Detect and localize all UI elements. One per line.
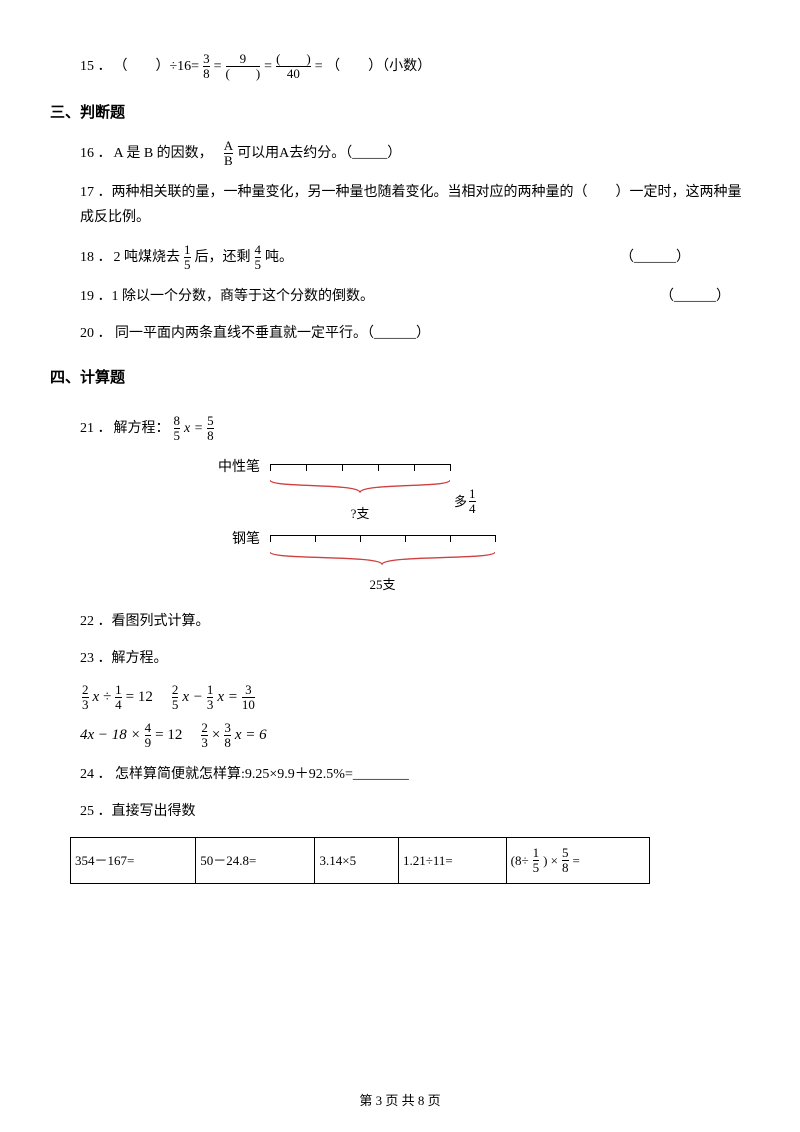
question-22: 22 ．看图列式计算。	[80, 609, 750, 634]
cell-2: 50－24.8=	[196, 837, 315, 884]
question-17: 17 ．两种相关联的量，一种量变化，另一种量也随着变化。当相对应的两种量的（ ）…	[80, 180, 750, 230]
brace-icon	[270, 480, 450, 494]
question-19: 19 ．1 除以一个分数，商等于这个分数的倒数。 （______）	[80, 284, 750, 309]
equation-block-2: 4x − 18 × 49 = 12 23 × 38 x = 6	[80, 721, 750, 751]
section-4-title: 四、计算题	[50, 365, 750, 392]
fraction: 1 4	[469, 487, 476, 517]
arithmetic-table: 354－167= 50－24.8= 3.14×5 1.21÷11= (8÷ 15…	[70, 837, 650, 885]
question-16: 16 ． A 是 B 的因数， A B 可以用A去约分。（_____）	[80, 139, 750, 169]
question-15: 15 ． （ ）÷16= 3 8 = 9 ( ) = ( ) 40 = （ ）（…	[80, 52, 750, 82]
fraction-a-b: A B	[224, 139, 233, 169]
equation-block-1: 23 x ÷ 14 = 12 25 x − 13 x = 310	[80, 683, 750, 713]
diagram-total: 25支	[270, 573, 495, 596]
cell-3: 3.14×5	[315, 837, 399, 884]
diagram-label-1: 中性笔	[200, 455, 270, 480]
cell-5: (8÷ 15 ) × 58 =	[506, 837, 649, 884]
fraction: 1 5	[184, 243, 191, 273]
question-18: 18 ． 2 吨煤烧去 1 5 后，还剩 4 5 吨。 （______）	[80, 243, 750, 273]
pen-diagram: 中性笔 ?支 多 1 4 钢笔	[200, 455, 580, 597]
fraction: ( ) 40	[276, 52, 311, 82]
q15-t2: = （ ）（小数）	[315, 54, 431, 79]
table-row: 354－167= 50－24.8= 3.14×5 1.21÷11= (8÷ 15…	[71, 837, 650, 884]
cell-4: 1.21÷11=	[399, 837, 507, 884]
fraction: 5 8	[207, 414, 214, 444]
question-23: 23 ．解方程。	[80, 646, 750, 671]
diagram-label-2: 钢笔	[200, 527, 270, 552]
diagram-more: 多	[454, 490, 467, 513]
brace-icon	[270, 552, 495, 566]
q15-t1: （ ）÷16=	[114, 54, 200, 79]
fraction: 3 8	[203, 52, 210, 82]
question-21: 21 ． 解方程： 8 5 x = 5 8	[80, 414, 750, 444]
question-24: 24 ． 怎样算简便就怎样算:9.25×9.9＋92.5%=________	[80, 762, 750, 787]
question-20: 20 ． 同一平面内两条直线不垂直就一定平行。（______）	[80, 321, 750, 346]
diagram-qty: ?支	[270, 502, 450, 525]
blank: （______）	[620, 245, 690, 270]
cell-1: 354－167=	[71, 837, 196, 884]
section-3-title: 三、判断题	[50, 100, 750, 127]
fraction: 4 5	[255, 243, 262, 273]
fraction: 9 ( )	[226, 52, 261, 82]
page-footer: 第 3 页 共 8 页	[0, 1089, 800, 1112]
blank: （______）	[660, 284, 730, 309]
fraction: 8 5	[174, 414, 181, 444]
q15-num: 15 ．	[80, 54, 112, 79]
question-25: 25 ．直接写出得数	[80, 799, 750, 824]
